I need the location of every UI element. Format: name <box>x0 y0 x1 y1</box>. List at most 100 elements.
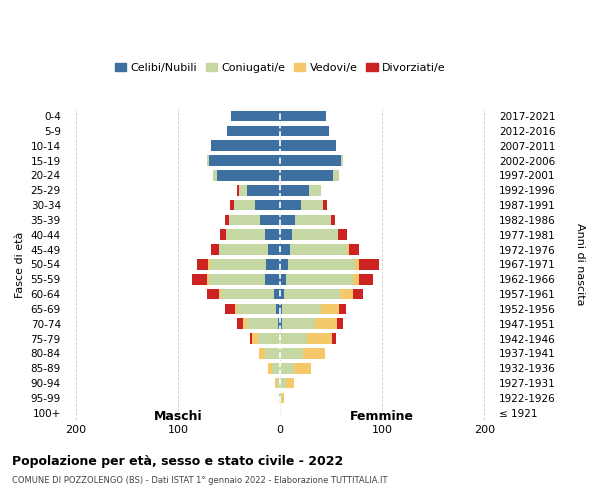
Bar <box>221 289 274 300</box>
Bar <box>280 304 282 314</box>
Bar <box>323 200 327 210</box>
Bar <box>340 304 346 314</box>
Bar <box>226 230 265 240</box>
Text: COMUNE DI POZZOLENGO (BS) - Dati ISTAT 1° gennaio 2022 - Elaborazione TUTTITALIA: COMUNE DI POZZOLENGO (BS) - Dati ISTAT 1… <box>12 476 388 485</box>
Bar <box>277 378 280 388</box>
Bar <box>321 304 340 314</box>
Text: Femmine: Femmine <box>350 410 414 423</box>
Bar <box>289 259 355 270</box>
Bar <box>280 230 292 240</box>
Bar <box>206 274 209 284</box>
Bar <box>231 111 280 122</box>
Bar <box>315 318 337 329</box>
Bar <box>359 259 379 270</box>
Bar <box>302 348 325 358</box>
Bar <box>217 170 280 181</box>
Bar <box>347 244 349 255</box>
Bar <box>332 333 337 344</box>
Bar <box>280 214 295 226</box>
Bar <box>219 289 221 300</box>
Bar <box>274 289 280 300</box>
Bar <box>284 289 340 300</box>
Bar <box>272 363 280 374</box>
Bar <box>290 244 347 255</box>
Bar <box>247 318 278 329</box>
Bar <box>349 244 359 255</box>
Bar <box>237 185 239 196</box>
Bar <box>280 126 329 136</box>
Bar <box>280 363 295 374</box>
Bar <box>282 392 284 403</box>
Bar <box>280 318 282 329</box>
Bar <box>265 230 280 240</box>
Bar <box>259 348 265 358</box>
Bar <box>280 378 286 388</box>
Bar <box>307 333 332 344</box>
Bar <box>331 214 335 226</box>
Bar <box>237 304 276 314</box>
Bar <box>244 318 247 329</box>
Bar <box>276 304 280 314</box>
Bar <box>295 363 311 374</box>
Bar <box>280 140 337 151</box>
Bar <box>309 185 321 196</box>
Bar <box>225 214 229 226</box>
Bar <box>280 244 290 255</box>
Bar <box>268 363 272 374</box>
Bar <box>301 200 323 210</box>
Bar <box>197 259 208 270</box>
Bar <box>280 392 282 403</box>
Bar <box>353 289 363 300</box>
Bar <box>338 230 347 240</box>
Bar <box>265 348 280 358</box>
Bar <box>235 304 237 314</box>
Bar <box>337 318 343 329</box>
Bar <box>227 126 280 136</box>
Bar <box>229 214 260 226</box>
Bar <box>280 111 326 122</box>
Y-axis label: Anni di nascita: Anni di nascita <box>575 223 585 306</box>
Legend: Celibi/Nubili, Coniugati/e, Vedovi/e, Divorziati/e: Celibi/Nubili, Coniugati/e, Vedovi/e, Di… <box>110 58 450 77</box>
Bar <box>286 378 295 388</box>
Bar <box>206 156 209 166</box>
Bar <box>237 318 244 329</box>
Bar <box>209 156 280 166</box>
Bar <box>282 304 321 314</box>
Bar <box>193 274 206 284</box>
Bar <box>280 274 286 284</box>
Bar <box>247 185 280 196</box>
Bar <box>211 244 219 255</box>
Bar <box>280 289 284 300</box>
Bar <box>239 185 247 196</box>
Bar <box>280 348 302 358</box>
Bar <box>292 230 338 240</box>
Bar <box>275 378 277 388</box>
Bar <box>260 214 280 226</box>
Bar <box>280 185 309 196</box>
Bar <box>279 392 280 403</box>
Bar <box>234 200 254 210</box>
Bar <box>333 170 340 181</box>
Bar <box>254 200 280 210</box>
Bar <box>295 214 331 226</box>
Bar <box>257 333 280 344</box>
Bar <box>282 318 315 329</box>
Bar <box>250 333 251 344</box>
Bar <box>278 318 280 329</box>
Bar <box>280 200 301 210</box>
Bar <box>230 200 234 210</box>
Bar <box>251 333 257 344</box>
Bar <box>280 170 333 181</box>
Text: Popolazione per età, sesso e stato civile - 2022: Popolazione per età, sesso e stato civil… <box>12 455 343 468</box>
Bar <box>206 289 219 300</box>
Bar <box>208 259 209 270</box>
Bar <box>359 274 373 284</box>
Bar <box>265 274 280 284</box>
Bar <box>220 230 226 240</box>
Bar <box>225 304 235 314</box>
Bar <box>209 259 266 270</box>
Bar <box>280 259 289 270</box>
Bar <box>280 156 341 166</box>
Bar <box>219 244 268 255</box>
Bar <box>268 244 280 255</box>
